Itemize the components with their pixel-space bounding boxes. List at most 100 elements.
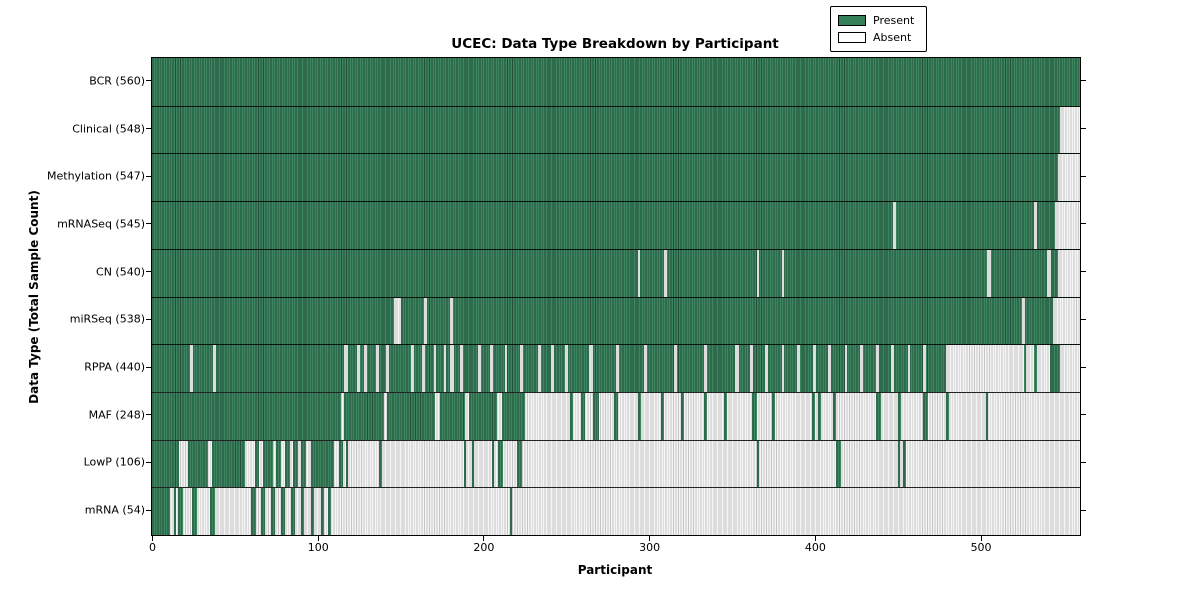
y-tick-label-mirseq: miRSeq (538) xyxy=(69,312,145,326)
segment-absent xyxy=(891,345,895,393)
y-tick-label-cn: CN (540) xyxy=(96,265,145,279)
left-tick-mark xyxy=(146,509,151,511)
row-rppa xyxy=(152,344,1080,393)
segment-absent xyxy=(410,345,414,393)
segment-absent xyxy=(781,249,785,298)
segment-absent xyxy=(1046,249,1051,298)
segment-present xyxy=(945,392,950,441)
segment-absent xyxy=(945,345,1024,393)
segment-present xyxy=(284,440,290,489)
x-tick-label-500: 500 xyxy=(970,541,992,554)
y-tick-label-lowp: LowP (106) xyxy=(83,455,145,469)
segment-absent xyxy=(703,345,708,393)
segment-present xyxy=(291,488,295,535)
y-tick-label-maf: MAF (248) xyxy=(88,408,145,422)
segment-present xyxy=(897,392,902,441)
right-tick-mark xyxy=(1080,318,1086,320)
row-cn xyxy=(152,248,1080,298)
segment-present xyxy=(188,440,209,489)
segment-present xyxy=(660,392,665,441)
right-tick-mark xyxy=(1080,271,1086,273)
segment-absent xyxy=(478,345,481,393)
segment-absent xyxy=(460,345,463,393)
segment-present xyxy=(210,488,215,535)
segment-present xyxy=(263,440,273,489)
segment-present xyxy=(468,392,497,441)
segment-absent xyxy=(750,345,753,393)
segment-present xyxy=(345,440,349,489)
segment-present xyxy=(379,440,382,489)
right-tick-mark xyxy=(1080,223,1086,225)
right-tick-mark xyxy=(1080,366,1086,368)
segment-absent xyxy=(735,345,739,393)
row-clinical xyxy=(152,105,1080,155)
y-tick-label-bcr: BCR (560) xyxy=(89,74,145,88)
segment-absent xyxy=(1058,249,1080,298)
x-tick-label-300: 300 xyxy=(639,541,661,554)
segment-absent xyxy=(423,297,428,346)
segment-absent xyxy=(922,345,926,393)
bottom-tick-mark xyxy=(152,535,153,541)
segment-present xyxy=(902,440,906,489)
y-tick-label-clinical: Clinical (548) xyxy=(72,122,145,136)
right-tick-mark xyxy=(1080,509,1086,511)
segment-present xyxy=(387,392,436,441)
segment-absent xyxy=(1033,202,1037,250)
segment-absent xyxy=(190,345,193,393)
segment-present xyxy=(751,392,757,441)
x-tick-label-200: 200 xyxy=(473,541,495,554)
segment-present xyxy=(211,440,245,489)
segment-absent xyxy=(1060,106,1080,155)
segment-absent xyxy=(765,345,769,393)
legend-present-swatch-icon xyxy=(838,15,866,26)
segment-present xyxy=(501,392,525,441)
left-tick-mark xyxy=(146,461,151,463)
segment-present xyxy=(581,392,585,441)
left-tick-mark xyxy=(146,223,151,225)
y-axis-label-wrap: Data Type (Total Sample Count) xyxy=(23,97,41,497)
segment-present xyxy=(321,488,325,535)
segment-absent xyxy=(393,297,401,346)
segment-present xyxy=(301,440,307,489)
segment-absent xyxy=(796,345,800,393)
segment-absent xyxy=(422,345,426,393)
bottom-tick-mark xyxy=(483,535,485,541)
segment-absent xyxy=(364,345,367,393)
segment-present xyxy=(152,488,171,535)
bottom-tick-mark xyxy=(317,535,319,541)
segment-absent xyxy=(1058,154,1080,203)
segment-absent xyxy=(213,345,216,393)
row-mrna xyxy=(152,487,1080,535)
left-tick-mark xyxy=(146,175,151,177)
segment-present xyxy=(301,488,305,535)
y-tick-label-rppa: RPPA (440) xyxy=(84,360,145,374)
row-methylation xyxy=(152,153,1080,203)
x-tick-label-0: 0 xyxy=(149,541,156,554)
segment-absent xyxy=(813,345,816,393)
segment-present xyxy=(922,392,928,441)
legend-absent-label: Absent xyxy=(873,31,912,44)
segment-absent xyxy=(433,345,437,393)
segment-absent xyxy=(1055,202,1080,250)
segment-present xyxy=(471,440,475,489)
bottom-tick-mark xyxy=(649,535,651,541)
segment-absent xyxy=(664,249,667,298)
left-tick-mark xyxy=(146,80,151,82)
segment-present xyxy=(254,440,259,489)
segment-absent xyxy=(504,345,508,393)
segment-absent xyxy=(385,345,389,393)
segment-absent xyxy=(490,345,494,393)
segment-present xyxy=(339,440,343,489)
segment-absent xyxy=(859,345,863,393)
segment-absent xyxy=(828,345,832,393)
segment-present xyxy=(516,440,522,489)
segment-present xyxy=(509,488,513,535)
segment-present xyxy=(818,392,821,441)
segment-present xyxy=(177,488,184,535)
segment-absent xyxy=(443,345,447,393)
segment-absent xyxy=(987,249,992,298)
segment-present xyxy=(985,392,989,441)
bottom-tick-mark xyxy=(980,535,982,541)
segment-absent xyxy=(844,345,848,393)
segment-present xyxy=(771,392,776,441)
